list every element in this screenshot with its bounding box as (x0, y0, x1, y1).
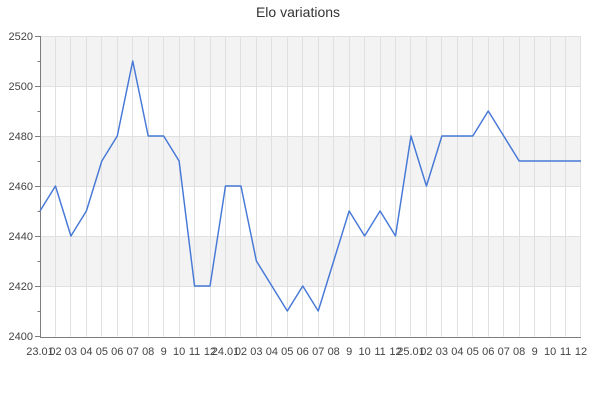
svg-text:08: 08 (142, 346, 154, 358)
svg-text:12: 12 (575, 346, 587, 358)
svg-text:9: 9 (346, 346, 352, 358)
svg-text:04: 04 (80, 346, 92, 358)
svg-text:9: 9 (161, 346, 167, 358)
svg-text:10: 10 (173, 346, 185, 358)
svg-text:03: 03 (436, 346, 448, 358)
svg-text:03: 03 (250, 346, 262, 358)
svg-text:06: 06 (297, 346, 309, 358)
svg-text:11: 11 (560, 346, 571, 358)
svg-text:11: 11 (189, 346, 200, 358)
svg-text:9: 9 (532, 346, 538, 358)
svg-text:24.01: 24.01 (212, 346, 240, 358)
svg-text:02: 02 (420, 346, 432, 358)
svg-text:03: 03 (65, 346, 77, 358)
svg-text:06: 06 (482, 346, 494, 358)
svg-text:2460: 2460 (9, 181, 33, 193)
svg-text:05: 05 (96, 346, 108, 358)
svg-text:10: 10 (544, 346, 556, 358)
svg-text:2500: 2500 (9, 81, 33, 93)
svg-text:12: 12 (389, 346, 401, 358)
svg-text:04: 04 (266, 346, 278, 358)
svg-text:2480: 2480 (9, 131, 33, 143)
svg-text:07: 07 (312, 346, 324, 358)
svg-text:10: 10 (358, 346, 370, 358)
svg-text:05: 05 (281, 346, 293, 358)
svg-text:23.01: 23.01 (26, 346, 54, 358)
svg-text:08: 08 (513, 346, 525, 358)
svg-text:04: 04 (451, 346, 463, 358)
svg-text:2520: 2520 (9, 31, 33, 43)
svg-text:11: 11 (374, 346, 385, 358)
svg-text:2420: 2420 (9, 281, 33, 293)
svg-text:25.01: 25.01 (397, 346, 425, 358)
svg-text:02: 02 (235, 346, 247, 358)
svg-text:Elo variations: Elo variations (256, 4, 340, 20)
svg-text:07: 07 (498, 346, 510, 358)
svg-text:06: 06 (111, 346, 123, 358)
svg-text:05: 05 (467, 346, 479, 358)
svg-text:07: 07 (127, 346, 139, 358)
svg-text:2400: 2400 (9, 331, 33, 343)
svg-text:12: 12 (204, 346, 216, 358)
svg-text:2440: 2440 (9, 231, 33, 243)
svg-text:08: 08 (328, 346, 340, 358)
svg-text:02: 02 (49, 346, 61, 358)
